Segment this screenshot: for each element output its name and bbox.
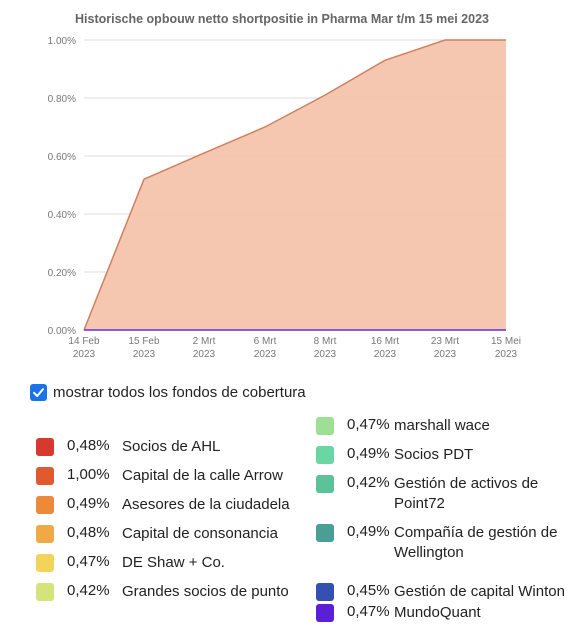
shortpositie-chart: Historische opbouw netto shortpositie in… (48, 12, 521, 360)
legend-item[interactable]: 0,42% Gestión de activos de Point72 (316, 474, 538, 512)
x-tick-label: 23 Mrt (431, 336, 460, 347)
legend-item[interactable]: 0,47% marshall wace (316, 416, 490, 435)
legend-fund-name: Compañía de gestión de Wellington (394, 524, 558, 561)
legend-item[interactable]: 0,48% Socios de AHL (36, 437, 220, 456)
legend-swatch (316, 446, 334, 464)
legend-swatch (316, 417, 334, 435)
legend-fund-name: Grandes socios de punto (122, 583, 289, 600)
x-tick-label: 2 Mrt (193, 336, 216, 347)
legend-swatch (36, 583, 54, 601)
show-all-funds-toggle[interactable]: mostrar todos los fondos de cobertura (30, 384, 306, 401)
legend-fund-name: MundoQuant (394, 604, 481, 621)
legend-fund-name: Gestión de activos de Point72 (394, 475, 539, 512)
legend-percentage: 0,47% (347, 416, 390, 433)
area-line (83, 39, 506, 331)
legend-item[interactable]: 0,47% MundoQuant (316, 603, 481, 622)
y-tick-label: 1.00% (48, 36, 76, 47)
chart-title: Historische opbouw netto shortpositie in… (75, 12, 489, 26)
legend-fund-name: Asesores de la ciudadela (122, 496, 290, 513)
x-tick-year: 2023 (73, 349, 96, 360)
legend-item[interactable]: 1,00% Capital de la calle Arrow (36, 466, 283, 485)
legend-fund-name: Socios de AHL (122, 438, 221, 455)
x-tick-year: 2023 (434, 349, 457, 360)
legend-fund-name: marshall wace (394, 417, 490, 434)
x-axis: 14 Feb 2023 15 Feb 2023 2 Mrt 2023 6 Mrt 2023 8 … (68, 329, 521, 360)
x-tick-year: 2023 (254, 349, 277, 360)
area-fill (84, 40, 506, 330)
y-tick-label: 0.20% (48, 268, 76, 279)
legend-percentage: 0,49% (347, 523, 390, 540)
legend-fund-name: Capital de consonancia (122, 525, 278, 542)
x-tick-year: 2023 (495, 349, 518, 360)
legend-swatch (36, 467, 54, 485)
x-tick-label: 6 Mrt (254, 336, 277, 347)
legend-swatch (36, 496, 54, 514)
legend-percentage: 0,48% (67, 524, 110, 541)
legend-item[interactable]: 0,49% Socios PDT (316, 445, 473, 464)
legend-swatch (316, 604, 334, 622)
legend-percentage: 1,00% (67, 466, 110, 483)
x-tick-label: 15 Mei (491, 336, 521, 347)
legend-percentage: 0,47% (347, 603, 390, 620)
legend-item[interactable]: 0,45% Gestión de capital Winton (316, 582, 565, 601)
checkbox-label: mostrar todos los fondos de cobertura (53, 384, 306, 401)
legend-fund-name: DE Shaw + Co. (122, 554, 225, 571)
legend-swatch (36, 438, 54, 456)
x-tick-year: 2023 (374, 349, 397, 360)
x-tick-label: 16 Mrt (371, 336, 400, 347)
legend-percentage: 0,49% (67, 495, 110, 512)
legend-item[interactable]: 0,48% Capital de consonancia (36, 524, 278, 543)
x-tick-year: 2023 (314, 349, 337, 360)
y-axis: 0.00% 0.20% 0.40% 0.60% 0.80% 1.00% (48, 36, 76, 337)
legend-swatch (316, 583, 334, 601)
legend-swatch (36, 525, 54, 543)
x-tick-year: 2023 (193, 349, 216, 360)
y-tick-label: 0.80% (48, 94, 76, 105)
legend-fund-name: Socios PDT (394, 446, 474, 463)
legend-percentage: 0,42% (67, 582, 110, 599)
y-tick-label: 0.60% (48, 152, 76, 163)
legend-swatch (316, 475, 334, 493)
y-tick-label: 0.00% (48, 326, 76, 337)
y-tick-label: 0.40% (48, 210, 76, 221)
area-series (83, 39, 507, 331)
checkbox[interactable] (30, 384, 47, 401)
legend-percentage: 0,48% (67, 437, 110, 454)
legend-item[interactable]: 0,49% Asesores de la ciudadela (36, 495, 290, 514)
x-tick-label: 14 Feb (68, 336, 100, 347)
legend-swatch (36, 554, 54, 572)
legend-item[interactable]: 0,49% Compañía de gestión de Wellington (316, 523, 557, 561)
x-tick-year: 2023 (133, 349, 156, 360)
legend-percentage: 0,47% (67, 553, 110, 570)
legend-swatch (316, 524, 334, 542)
legend-item[interactable]: 0,42% Grandes socios de punto (36, 582, 289, 601)
legend-fund-name: Gestión de capital Winton (394, 583, 565, 600)
x-tick-label: 15 Feb (128, 336, 160, 347)
legend-percentage: 0,45% (347, 582, 390, 599)
legend-percentage: 0,42% (347, 474, 390, 491)
legend-percentage: 0,49% (347, 445, 390, 462)
legend-fund-name: Capital de la calle Arrow (122, 467, 283, 484)
check-icon (33, 388, 44, 397)
legend-item[interactable]: 0,47% DE Shaw + Co. (36, 553, 225, 572)
x-tick-label: 8 Mrt (314, 336, 337, 347)
